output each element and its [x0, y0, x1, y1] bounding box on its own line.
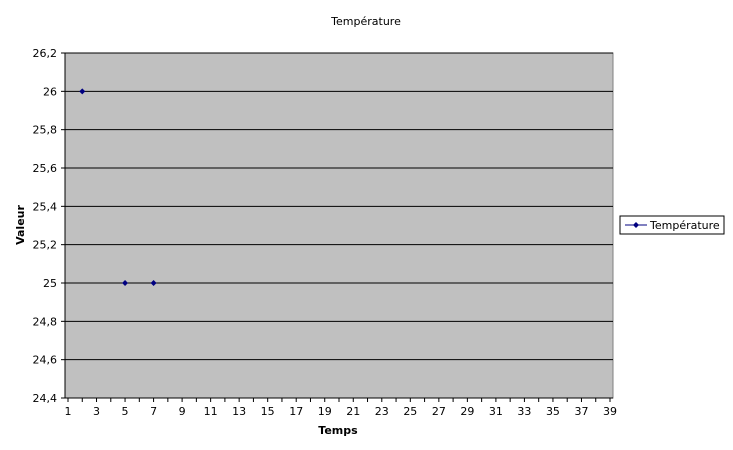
x-tick-label: 11 [204, 405, 218, 418]
x-tick-label: 21 [346, 405, 360, 418]
x-tick-label: 13 [232, 405, 246, 418]
data-point [150, 280, 157, 286]
x-axis-ticks: 1 3 5 7 9 11 13 15 17 19 21 23 25 27 29 31 33 35 37 39 [65, 398, 617, 418]
x-tick-label: 31 [489, 405, 503, 418]
legend: Température [619, 215, 725, 235]
data-point [79, 88, 86, 95]
x-tick-label: 33 [517, 405, 531, 418]
y-tick-label: 24,6 [33, 354, 58, 367]
y-tick-label: 26,2 [33, 47, 58, 60]
x-tick-label: 15 [261, 405, 275, 418]
x-tick-label: 29 [460, 405, 474, 418]
legend-box [619, 215, 725, 235]
x-tick-label: 27 [432, 405, 446, 418]
y-axis-ticks: 24,4 24,6 24,8 25 25,2 25,4 25,6 25,8 26 26,2 [33, 47, 65, 405]
data-points [79, 88, 157, 286]
x-tick-label: 9 [179, 405, 186, 418]
x-tick-label: 37 [574, 405, 588, 418]
y-tick-label: 25,6 [33, 162, 58, 175]
legend-label: Température [649, 219, 720, 232]
x-tick-label: 1 [65, 405, 72, 418]
x-axis-title: Temps [318, 424, 358, 437]
x-tick-label: 5 [122, 405, 129, 418]
x-tick-label: 35 [546, 405, 560, 418]
y-tick-label: 25,8 [33, 124, 58, 137]
x-tick-label: 25 [403, 405, 417, 418]
y-tick-label: 25,4 [33, 200, 58, 213]
y-tick-label: 26 [43, 85, 57, 98]
plot-area [64, 52, 614, 399]
chart-title: Température [330, 15, 401, 28]
y-tick-label: 24,8 [33, 315, 58, 328]
y-tick-label: 25,2 [33, 239, 58, 252]
x-tick-label: 7 [150, 405, 157, 418]
x-tick-label: 3 [93, 405, 100, 418]
y-axis-title: Valeur [14, 205, 27, 245]
x-tick-label: 17 [289, 405, 303, 418]
y-tick-label: 25 [43, 277, 57, 290]
x-tick-label: 19 [318, 405, 332, 418]
legend-marker [633, 222, 639, 228]
x-tick-label: 23 [375, 405, 389, 418]
data-point [122, 280, 129, 286]
y-tick-label: 24,4 [33, 392, 58, 405]
x-tick-label: 39 [603, 405, 617, 418]
